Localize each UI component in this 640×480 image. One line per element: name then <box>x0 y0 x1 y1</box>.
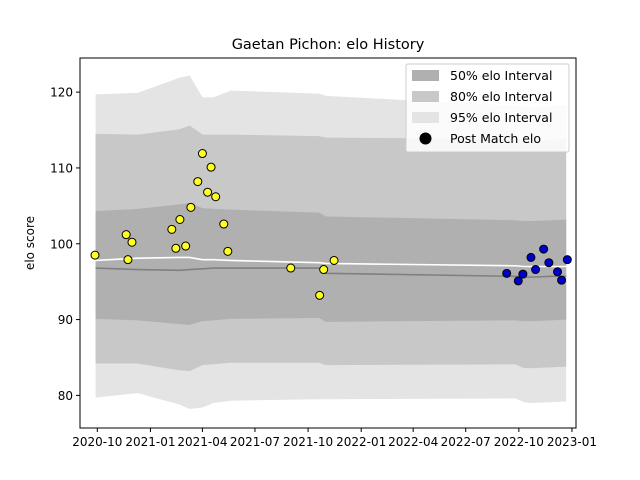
post-match-elo-point <box>186 202 196 212</box>
x-tick-label: 2021-10 <box>283 435 333 449</box>
plot-area <box>90 75 572 410</box>
x-tick-label: 2021-07 <box>230 435 280 449</box>
post-match-elo-point <box>175 215 185 224</box>
post-match-elo-point <box>121 230 131 240</box>
y-tick-label: 90 <box>58 313 73 327</box>
legend-box <box>405 63 570 153</box>
legend-label-80: 80% elo Interval <box>450 89 552 104</box>
post-match-elo-point <box>315 290 325 300</box>
post-match-elo-point <box>90 250 100 260</box>
post-match-elo-point <box>513 276 523 286</box>
post-match-elo-point <box>286 263 296 273</box>
post-match-elo-point <box>127 237 137 247</box>
legend-swatch-95 <box>412 112 439 123</box>
post-match-elo-point <box>193 177 203 187</box>
y-tick-label: 80 <box>58 389 73 403</box>
post-match-elo-point <box>181 241 191 251</box>
post-match-elo-point <box>203 187 213 197</box>
post-match-elo-point <box>557 275 567 285</box>
chart-title: Gaetan Pichon: elo History <box>232 37 425 53</box>
post-match-elo-point <box>502 268 512 278</box>
x-tick-label: 2022-04 <box>388 435 438 449</box>
post-match-elo-point <box>197 149 207 159</box>
y-tick-label: 100 <box>50 237 73 251</box>
data-points <box>90 149 572 300</box>
legend-marker-post-match <box>419 132 432 145</box>
x-tick-label: 2022-01 <box>336 435 386 449</box>
post-match-elo-point <box>167 224 177 234</box>
post-match-elo-point <box>518 269 528 279</box>
plot-frame <box>79 57 577 429</box>
post-match-elo-point <box>553 267 563 277</box>
post-match-elo-point <box>206 162 216 172</box>
post-match-elo-point <box>211 192 221 202</box>
post-match-elo-point <box>171 243 181 253</box>
post-match-elo-point <box>526 252 536 262</box>
x-tick-label: 2020-10 <box>72 435 122 449</box>
legend-label-post-match: Post Match elo <box>450 131 541 146</box>
post-match-elo-point <box>329 255 339 265</box>
post-match-elo-point <box>539 244 549 254</box>
mean-elo-line <box>95 256 567 268</box>
legend: 50% elo Interval 80% elo Interval 95% el… <box>405 63 570 153</box>
post-match-elo-point <box>544 258 554 268</box>
post-match-elo-point <box>319 265 329 275</box>
x-axis-ticks: 2020-10 2021-01 2021-04 2021-07 2021-10 2022-… <box>72 428 597 449</box>
y-tick-label: 120 <box>50 86 73 100</box>
legend-label-50: 50% elo Interval <box>450 68 552 83</box>
y-tick-label: 110 <box>50 161 73 175</box>
post-match-elo-point <box>219 219 229 229</box>
post-match-elo-point <box>531 265 541 275</box>
median-elo-line <box>95 267 567 278</box>
x-tick-label: 2023-01 <box>547 435 597 449</box>
post-match-elo-point <box>123 255 133 265</box>
y-axis-label: elo score <box>23 216 37 270</box>
x-tick-label: 2022-07 <box>441 435 491 449</box>
post-match-elo-point <box>223 246 233 256</box>
legend-swatch-80 <box>412 91 439 102</box>
x-tick-label: 2022-10 <box>494 435 544 449</box>
trend-lines <box>95 256 567 278</box>
y-axis-ticks: 80 90 100 110 120 <box>50 86 80 403</box>
post-match-elo-point <box>562 255 572 265</box>
x-tick-label: 2021-04 <box>177 435 227 449</box>
legend-swatch-50 <box>412 70 439 81</box>
interval-bands <box>95 75 567 410</box>
x-tick-label: 2021-01 <box>125 435 175 449</box>
legend-label-95: 95% elo Interval <box>450 110 552 125</box>
